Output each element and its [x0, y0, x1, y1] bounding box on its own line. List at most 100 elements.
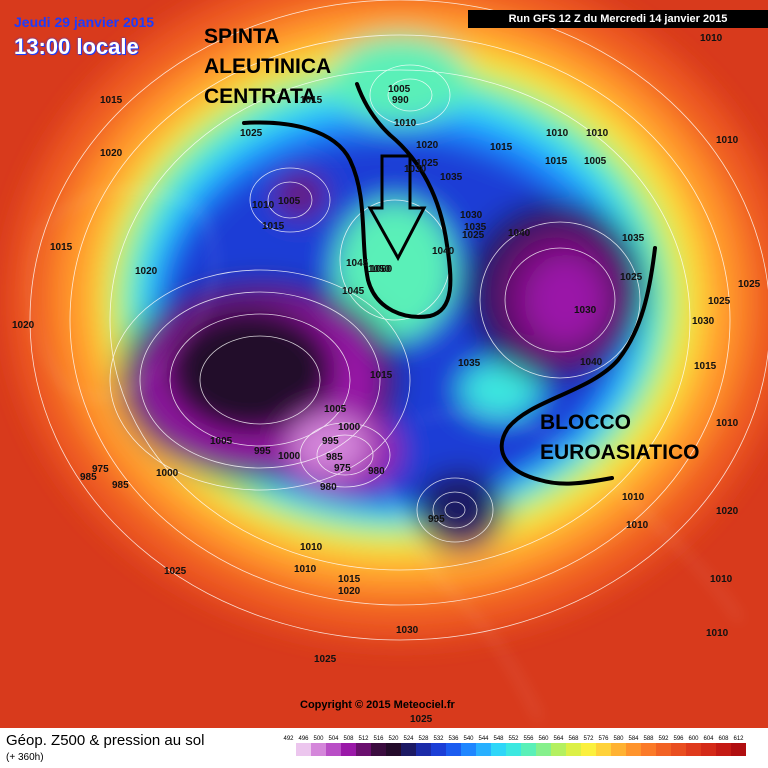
legend-item: 508: [341, 736, 356, 756]
isobar-label: 990: [392, 95, 409, 106]
isobar-label: 1010: [586, 128, 609, 139]
legend-swatch: [656, 743, 671, 756]
footer-subtitle: (+ 360h): [6, 752, 44, 763]
legend-item: 600: [686, 736, 701, 756]
legend-value: 580: [613, 736, 624, 742]
legend-value: 576: [598, 736, 609, 742]
legend-value: 520: [388, 736, 399, 742]
legend-swatch: [671, 743, 686, 756]
isobar-label: 995: [254, 446, 271, 457]
legend-swatch: [521, 743, 536, 756]
legend-value: 532: [433, 736, 444, 742]
isobar-label: 1020: [416, 140, 439, 151]
isobar-label: 1045: [346, 258, 369, 269]
legend-swatch: [416, 743, 431, 756]
isobar-label: 1025: [164, 566, 187, 577]
legend-item: 544: [476, 736, 491, 756]
isobar-label: 1030: [460, 210, 483, 221]
legend-swatch: [731, 743, 746, 756]
isobar-label: 1015: [338, 574, 361, 585]
legend-value: 552: [508, 736, 519, 742]
forecast-time: 13:00 locale: [14, 34, 139, 59]
legend-item: 568: [566, 736, 581, 756]
legend-value: 596: [673, 736, 684, 742]
copyright-text: Copyright © 2015 Meteociel.fr: [300, 699, 455, 711]
legend-item: 584: [626, 736, 641, 756]
annotation-aleutian-line: ALEUTINICA: [204, 55, 332, 78]
isobar-label: 1025: [620, 272, 643, 283]
annotation-strokes: [242, 82, 657, 486]
legend-swatch: [326, 743, 341, 756]
annotation-block-line: BLOCCO: [540, 411, 631, 434]
legend-swatch: [536, 743, 551, 756]
isobar-label: 1025: [708, 296, 731, 307]
isobar-label: 1020: [100, 148, 123, 159]
isobar-label: 1035: [622, 233, 645, 244]
isobar-label: 1010: [622, 492, 645, 503]
legend-item: 496: [296, 736, 311, 756]
legend-item: 524: [401, 736, 416, 756]
isobar-label: 1040: [432, 246, 455, 257]
ridge-arrow: [367, 154, 427, 262]
legend-value: 544: [478, 736, 489, 742]
legend-item: 504: [326, 736, 341, 756]
isobar-label: 1050: [368, 264, 391, 275]
isobar-label: 1040: [508, 228, 531, 239]
legend-swatch: [596, 743, 611, 756]
legend-item: 548: [491, 736, 506, 756]
isobar-label: 1015: [370, 370, 393, 381]
legend-item: 512: [356, 736, 371, 756]
legend-item: 580: [611, 736, 626, 756]
legend-swatch: [626, 743, 641, 756]
legend-swatch: [341, 743, 356, 756]
legend-value: 588: [643, 736, 654, 742]
legend-value: 496: [298, 736, 309, 742]
legend-item: 564: [551, 736, 566, 756]
legend-item: 572: [581, 736, 596, 756]
isobar-label: 975: [92, 464, 109, 475]
isobar-label: 1015: [50, 242, 73, 253]
legend-swatch: [641, 743, 656, 756]
legend-item: 500: [311, 736, 326, 756]
isobar-label: 1045: [342, 286, 365, 297]
isobar-label: 1035: [464, 222, 487, 233]
legend-value: 504: [328, 736, 339, 742]
isobar-label: 980: [320, 482, 337, 493]
legend-item: 528: [416, 736, 431, 756]
isobar-label: 1000: [338, 422, 361, 433]
legend-swatch: [551, 743, 566, 756]
isobar-label: 1025: [416, 158, 439, 169]
isobar-label: 1015: [300, 95, 323, 106]
legend-swatch: [431, 743, 446, 756]
legend-value: 600: [688, 736, 699, 742]
legend-item: 604: [701, 736, 716, 756]
annotation-aleutian: SPINTA ALEUTINICA CENTRATA: [204, 22, 331, 112]
legend-item: 592: [656, 736, 671, 756]
isobar-label: 1000: [278, 451, 301, 462]
isobar-label: 1010: [716, 135, 739, 146]
legend-value: 608: [718, 736, 729, 742]
legend-swatch: [491, 743, 506, 756]
isobar-label: 1025: [462, 230, 485, 241]
legend-item: 492: [281, 736, 296, 756]
isobar-label: 975: [334, 463, 351, 474]
isobar-label: 1035: [440, 172, 463, 183]
legend-value: 492: [283, 736, 294, 742]
isobar-label: 1015: [490, 142, 513, 153]
legend-swatch: [356, 743, 371, 756]
legend-swatch: [371, 743, 386, 756]
isobar-label: 1010: [546, 128, 569, 139]
legend-value: 524: [403, 736, 414, 742]
legend-item: 536: [446, 736, 461, 756]
isobar-label: 1010: [710, 574, 733, 585]
legend-item: 516: [371, 736, 386, 756]
isobar-label: 1010: [626, 520, 649, 531]
isobar-label: 1010: [706, 628, 729, 639]
isobar-label: 1035: [458, 358, 481, 369]
legend-value: 572: [583, 736, 594, 742]
footer-title: Géop. Z500 & pression au sol: [6, 732, 205, 749]
isobar-label: 1015: [694, 361, 717, 372]
legend-item: 556: [521, 736, 536, 756]
aleutian-ridge-curve: [242, 82, 453, 319]
isobars: [29, 0, 768, 641]
